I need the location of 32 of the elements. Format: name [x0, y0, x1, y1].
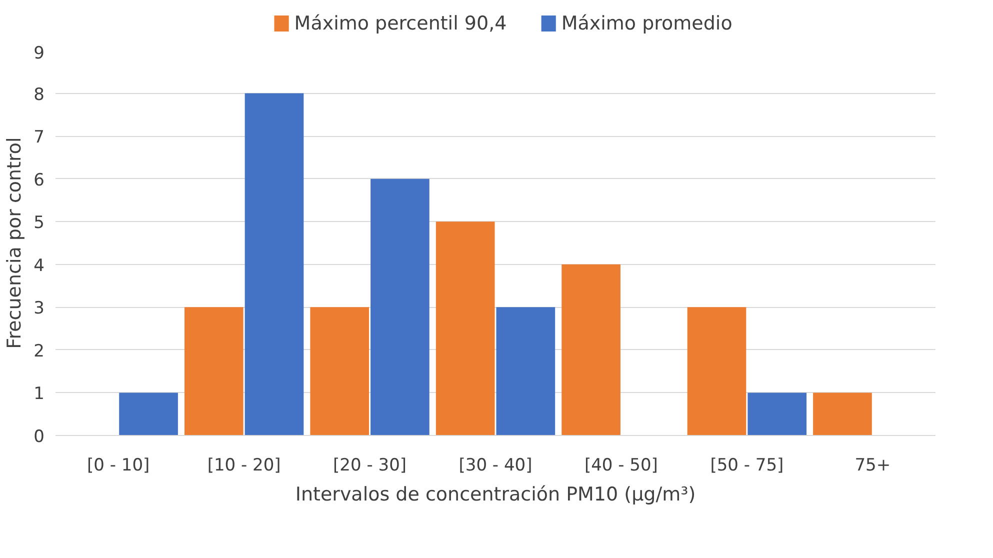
- bar: [748, 392, 807, 436]
- x-tick-label: [0 - 10]: [87, 456, 150, 476]
- bar: [119, 392, 178, 436]
- x-tick-label: [20 - 30]: [333, 456, 407, 476]
- bar: [687, 307, 746, 436]
- y-axis-title: Frecuencia por control: [4, 137, 26, 349]
- legend-label: Máximo percentil 90,4: [294, 12, 507, 34]
- bar: [436, 222, 495, 436]
- bar: [813, 392, 872, 436]
- bar: [562, 264, 620, 436]
- x-tick-label: [10 - 20]: [207, 456, 281, 476]
- y-tick-label: 5: [34, 213, 45, 234]
- bar: [370, 178, 430, 436]
- x-tick-label: 75+: [854, 456, 891, 476]
- bar: [184, 307, 244, 436]
- x-tick-label: [30 - 40]: [458, 456, 532, 476]
- y-tick-label: 8: [34, 84, 45, 105]
- y-tick-label: 9: [34, 44, 45, 64]
- y-tick-label: 7: [34, 128, 45, 148]
- y-tick-label: 2: [34, 341, 45, 362]
- x-tick-label: [40 - 50]: [584, 456, 658, 476]
- bar: [244, 93, 304, 436]
- y-tick-label: 1: [34, 384, 45, 404]
- y-tick-label: 0: [34, 427, 45, 447]
- bar: [310, 307, 370, 436]
- legend-label: Máximo promedio: [561, 12, 732, 34]
- x-axis-title: Intervalos de concentración PM10 (µg/m³): [295, 484, 696, 506]
- y-tick-label: 4: [34, 256, 45, 276]
- bar: [496, 307, 556, 436]
- x-tick-label: [50 - 75]: [710, 456, 784, 476]
- y-tick-label: 6: [34, 170, 45, 190]
- y-tick-label: 3: [34, 298, 45, 319]
